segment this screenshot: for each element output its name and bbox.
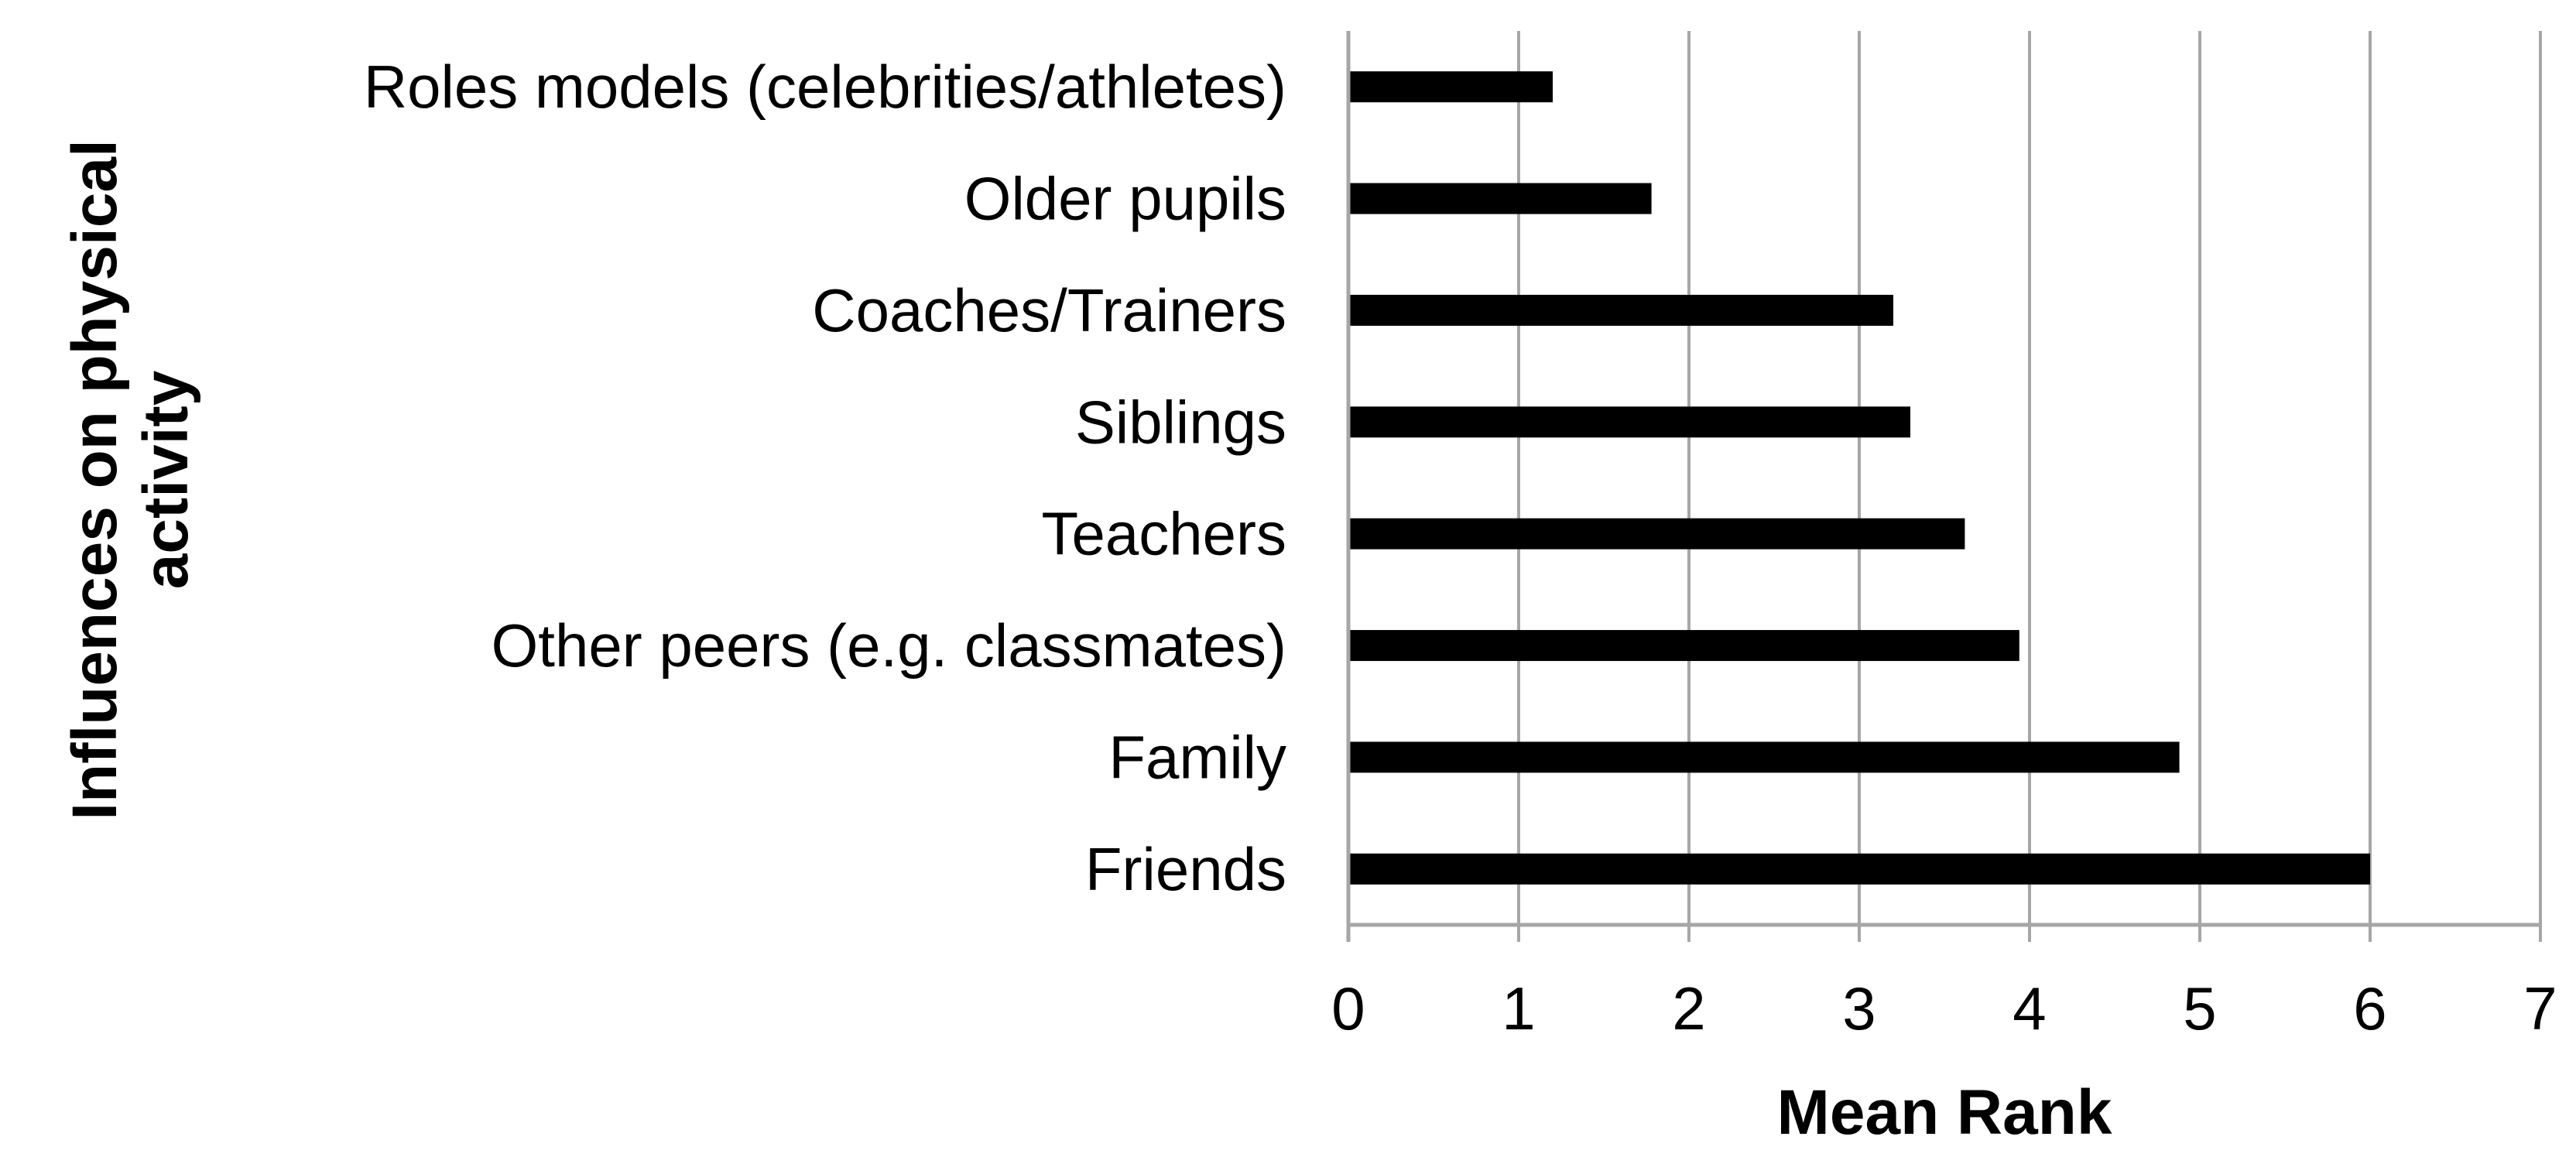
- x-tick-label: 7: [2523, 974, 2557, 1042]
- bar: [1348, 630, 2019, 662]
- category-label: Roles models (celebrities/athletes): [364, 53, 1286, 121]
- x-tick-label: 4: [2012, 974, 2046, 1042]
- axes: [1346, 31, 2542, 942]
- bar: [1348, 71, 1553, 103]
- x-tick-label: 6: [2353, 974, 2386, 1042]
- x-tick-label: 0: [1331, 974, 1365, 1042]
- category-label: Siblings: [1075, 388, 1286, 456]
- bar: [1348, 406, 1910, 438]
- bar: [1348, 741, 2180, 773]
- grid-lines: [1517, 31, 2542, 925]
- x-tick-label: 2: [1672, 974, 1705, 1042]
- category-label: Other peers (e.g. classmates): [492, 611, 1286, 680]
- y-axis-title: Influences on physicalactivity: [60, 139, 201, 820]
- y-axis-title-line: Influences on physical: [60, 139, 130, 820]
- x-tick-label: 1: [1502, 974, 1535, 1042]
- category-label: Family: [1108, 723, 1286, 791]
- x-tick-label: 5: [2183, 974, 2216, 1042]
- bars: [1348, 71, 2370, 885]
- bar: [1348, 294, 1893, 326]
- category-label: Teachers: [1042, 500, 1287, 568]
- y-axis-title-line: activity: [131, 370, 201, 589]
- category-label: Friends: [1085, 835, 1286, 903]
- category-labels: Roles models (celebrities/athletes) Older…: [364, 53, 1286, 903]
- bar: [1348, 518, 1965, 549]
- category-label: Older pupils: [964, 165, 1286, 233]
- x-axis-title: Mean Rank: [1777, 1077, 2112, 1148]
- x-tick-label: 3: [1842, 974, 1875, 1042]
- bar: [1348, 853, 2370, 885]
- bar: [1348, 183, 1652, 214]
- category-label: Coaches/Trainers: [812, 276, 1286, 344]
- x-tick-labels: 0 1 2 3 4 5 6 7: [1331, 974, 2557, 1042]
